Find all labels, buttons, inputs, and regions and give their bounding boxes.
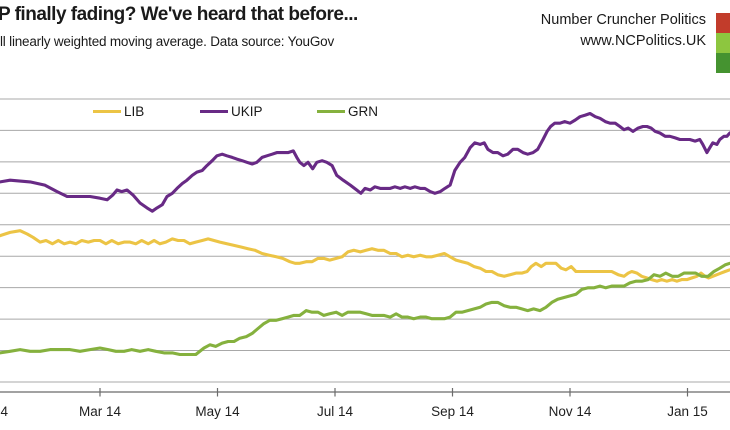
x-tick-label: Jul 14 — [317, 404, 354, 419]
brand-name: Number Cruncher Politics — [540, 12, 706, 28]
legend-label-ukip: UKIP — [231, 103, 263, 119]
legend-item-grn: GRN — [317, 103, 378, 119]
legend-label-lib: LIB — [124, 103, 145, 119]
logo-darkgreen-block — [716, 53, 730, 73]
series-line-lib — [0, 229, 730, 283]
grn-line-swatch-icon — [317, 109, 345, 113]
logo-lightgreen-block — [716, 33, 730, 53]
x-tick-label: Sep 14 — [431, 404, 474, 419]
chart-title: P finally fading? We've heard that befor… — [0, 4, 358, 25]
legend-item-lib: LIB — [93, 103, 144, 119]
legend-label-grn: GRN — [348, 103, 378, 119]
x-tick-label: Nov 14 — [549, 404, 592, 419]
series-line-grn — [0, 261, 730, 357]
brand-url: www.NCPolitics.UK — [580, 33, 706, 49]
chart-subtitle: ll linearly weighted moving average. Dat… — [0, 34, 334, 49]
brand-block: Number Cruncher Politics www.NCPolitics.… — [541, 10, 706, 52]
x-tick-label: Mar 14 — [79, 404, 122, 419]
series-line-ukip — [0, 111, 730, 213]
ukip-line-swatch-icon — [200, 109, 228, 113]
x-tick-label: Jan 15 — [667, 404, 708, 419]
lib-line-swatch-icon — [93, 109, 121, 113]
ncp-logo-icon — [716, 13, 730, 73]
logo-red-block — [716, 13, 730, 33]
x-tick-label: 4 — [0, 404, 8, 419]
legend-item-ukip: UKIP — [200, 103, 263, 119]
x-tick-label: May 14 — [195, 404, 240, 419]
